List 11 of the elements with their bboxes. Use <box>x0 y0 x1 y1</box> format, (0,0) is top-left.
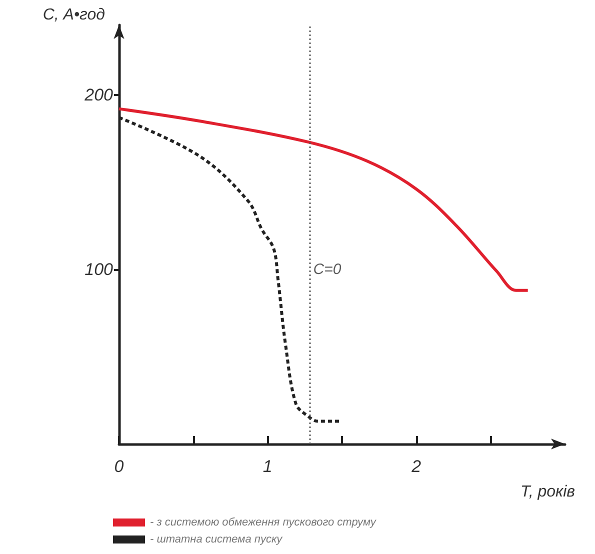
y-axis-title: C, А•год <box>42 6 106 24</box>
y-tick-label: 100 <box>84 260 114 279</box>
y-tick-label: 200 <box>84 85 114 104</box>
x-tick-label: 1 <box>262 457 272 476</box>
legend-label: - з системою обмеження пускового струму <box>150 516 378 528</box>
x-tick-label: 0 <box>114 457 124 476</box>
line-series <box>118 107 530 292</box>
x-axis-title: T, років <box>520 484 575 500</box>
legend-label: - штатна система пуску <box>150 534 284 546</box>
x-tick-label: 2 <box>410 457 422 476</box>
annotation: C=0 <box>313 260 342 278</box>
